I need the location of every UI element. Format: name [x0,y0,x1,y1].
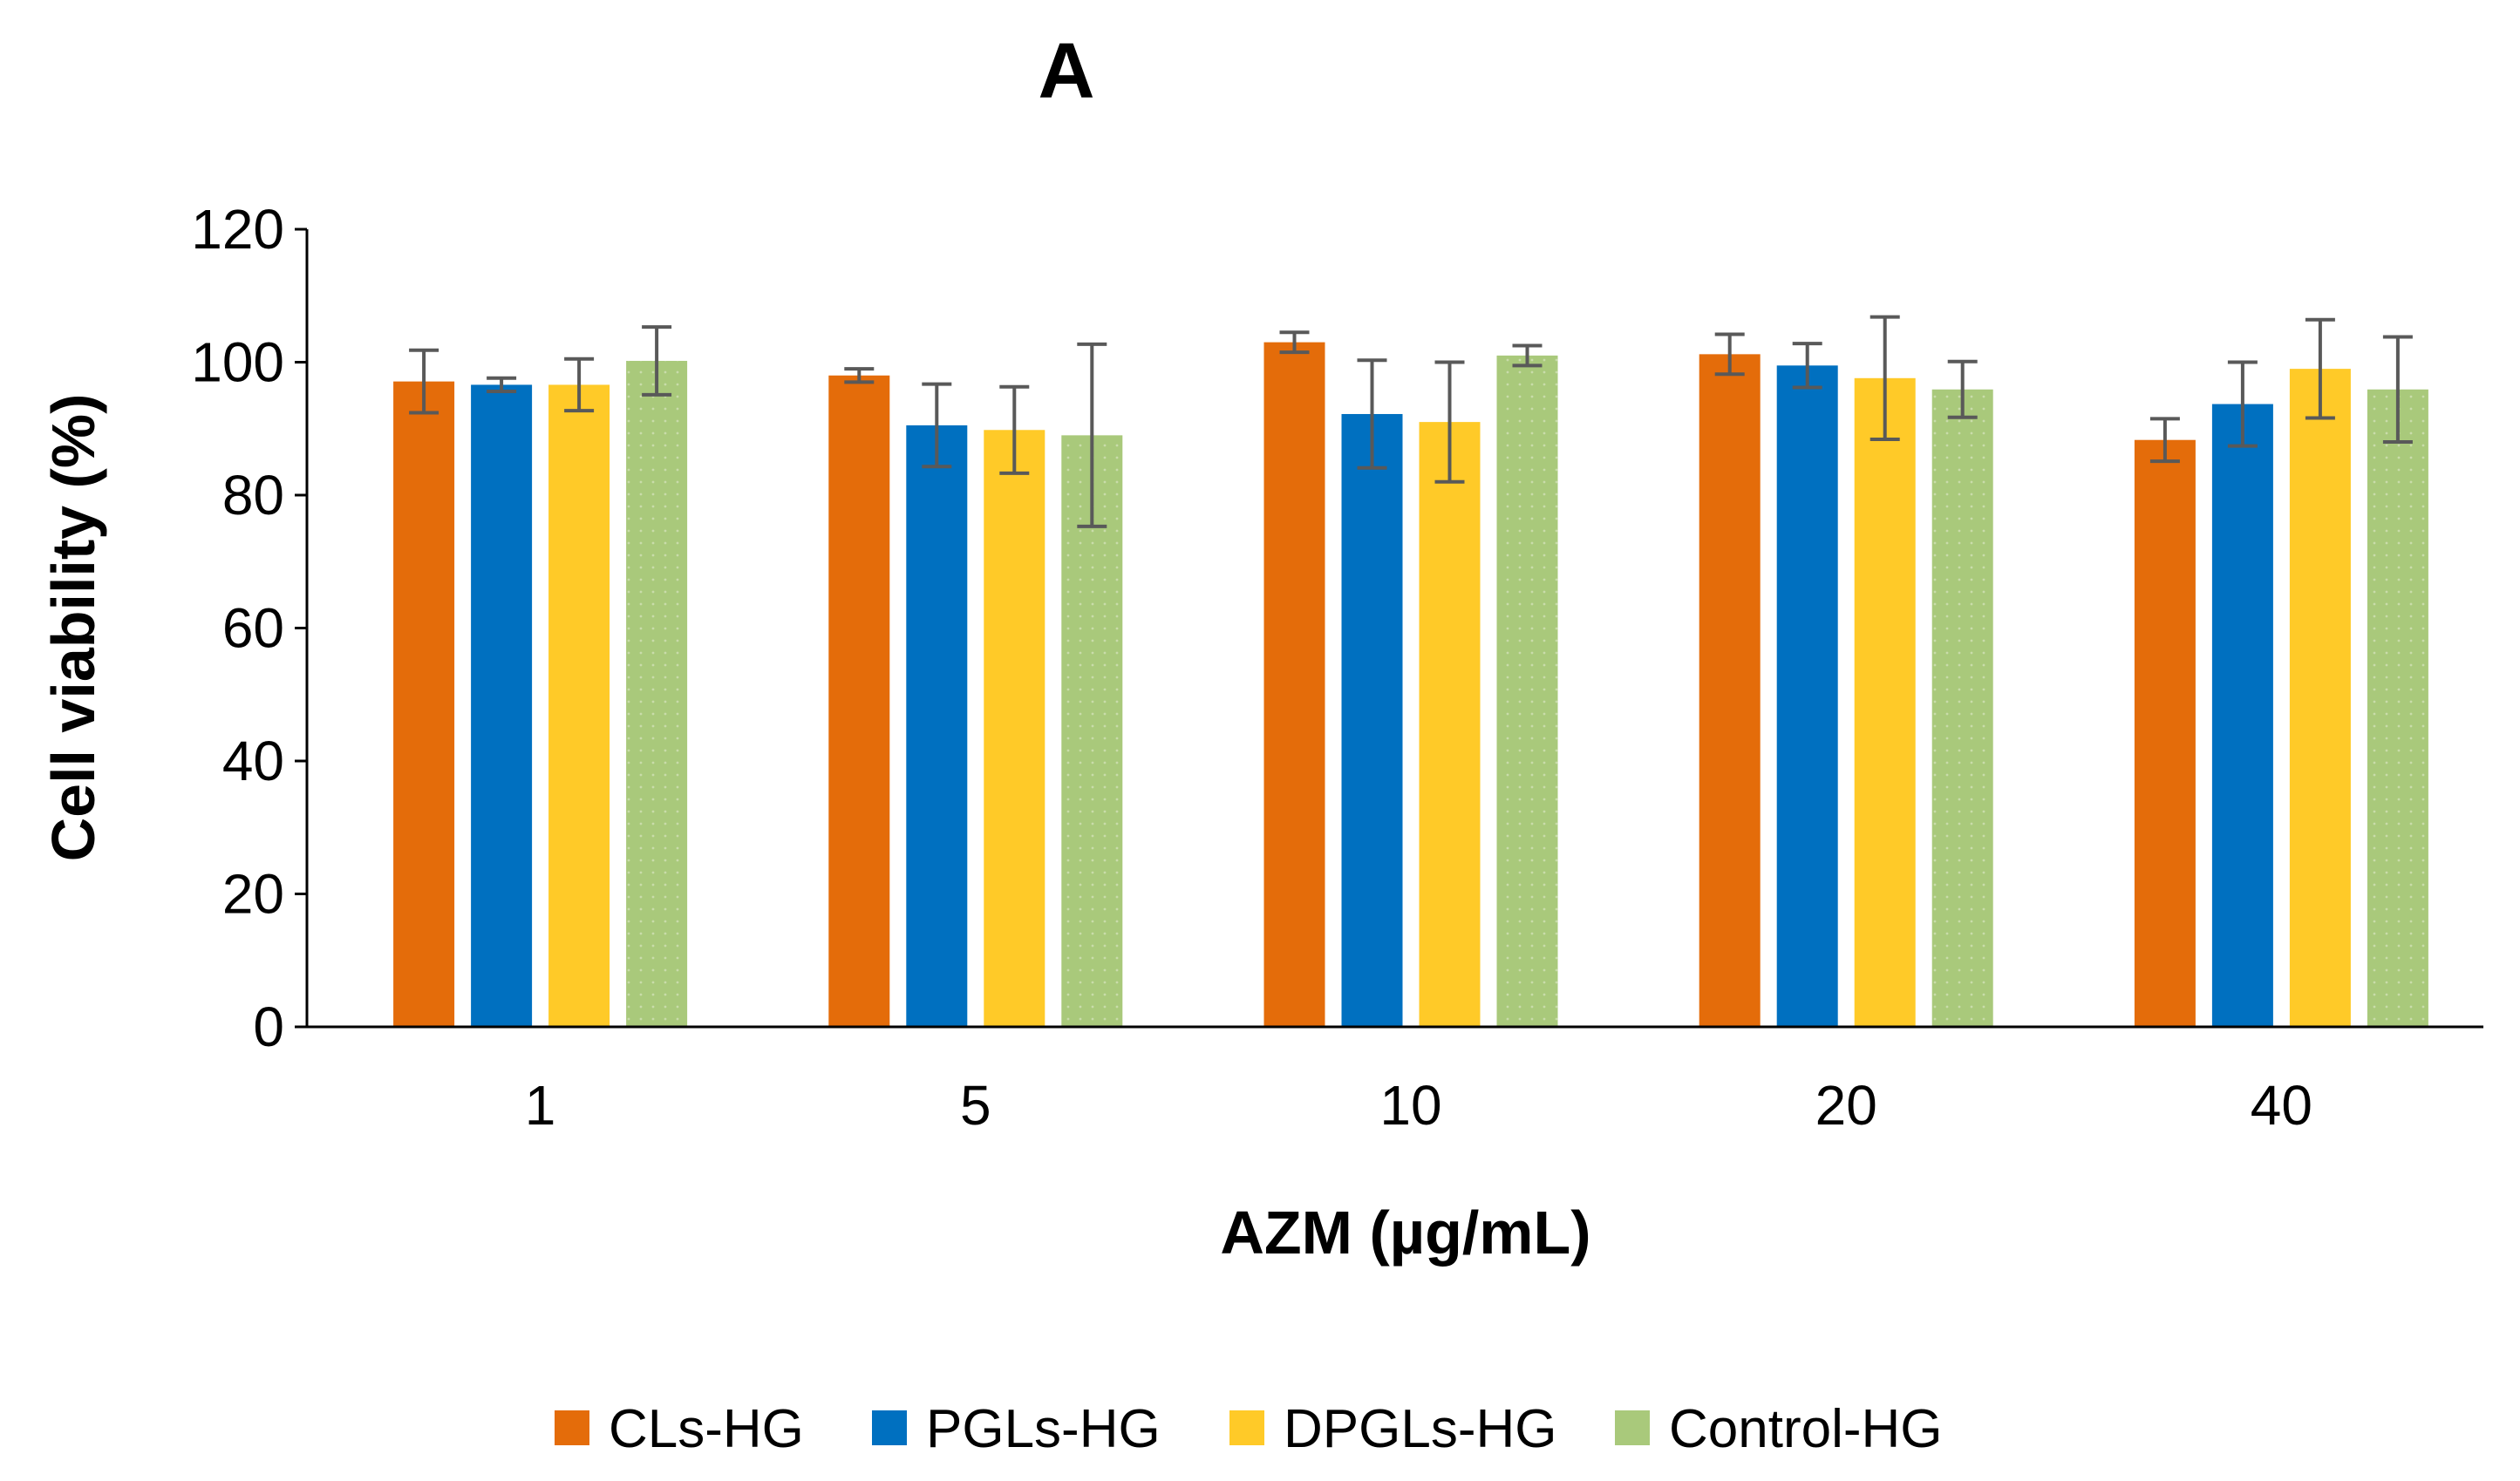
y-tick-label: 120 [191,198,284,261]
bar-cls-hg [2134,439,2196,1027]
x-axis: 1 5 10 20 40 [307,1025,2483,1137]
x-tick-label: 40 [2251,1074,2312,1137]
bar-cls-hg [1699,354,1761,1028]
legend-label: Control-HG [1669,1399,1943,1459]
bar-pgls-hg [1776,365,1838,1027]
bar-cls-hg [393,381,455,1027]
legend-swatch-control-hg [1615,1410,1650,1445]
bar-cls-hg [1263,342,1325,1027]
x-tick-label: 5 [960,1074,991,1137]
legend-swatch-cls-hg [555,1410,589,1445]
x-axis-title: AZM (µg/mL) [1220,1199,1590,1267]
y-tick-label: 80 [222,464,284,527]
bar-control-hg [1931,389,1993,1027]
legend: CLs-HG PGLs-HG DPGLs-HG Control-HG [555,1399,1943,1459]
y-tick-label: 60 [222,597,284,660]
bar-dpgls-hg [2289,369,2351,1027]
chart-title: A [1039,28,1095,115]
y-tick-label: 100 [191,331,284,394]
bar-control-hg [626,360,688,1028]
bar-dpgls-hg [1419,422,1481,1027]
bar-cls-hg [828,375,890,1027]
bar-dpgls-hg [1854,377,1916,1027]
x-tick-label: 20 [1815,1074,1877,1137]
y-axis: 0 20 40 60 80 100 120 [191,198,309,1058]
bars [393,315,2428,1028]
legend-swatch-dpgls-hg [1229,1410,1264,1445]
bar-pgls-hg [1341,413,1403,1028]
bar-pgls-hg [906,425,968,1027]
bar-dpgls-hg [548,384,610,1027]
legend-swatch-pgls-hg [872,1410,907,1445]
bar-control-hg [2367,389,2428,1027]
legend-label: DPGLs-HG [1284,1399,1556,1459]
y-tick-label: 20 [222,863,284,926]
y-tick-label: 40 [222,730,284,792]
legend-label: CLs-HG [609,1399,804,1459]
legend-label: PGLs-HG [926,1399,1161,1459]
x-tick-label: 10 [1379,1074,1441,1137]
bar-pgls-hg [2211,404,2273,1028]
bar-control-hg [1061,435,1123,1027]
bar-dpgls-hg [984,430,1045,1027]
y-axis-title: Cell viability (%) [39,394,107,862]
bar-control-hg [1496,355,1558,1027]
bar-pgls-hg [471,384,533,1027]
x-tick-label: 1 [525,1074,556,1137]
y-tick-label: 0 [253,995,284,1058]
